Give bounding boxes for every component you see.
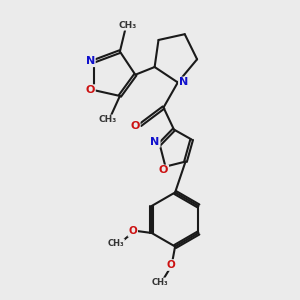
Text: CH₃: CH₃ [98, 116, 116, 124]
Text: N: N [179, 77, 188, 87]
Text: O: O [130, 121, 140, 131]
Text: CH₃: CH₃ [118, 21, 137, 30]
Text: CH₃: CH₃ [152, 278, 169, 287]
Text: CH₃: CH₃ [107, 239, 124, 248]
Text: O: O [85, 85, 95, 95]
Text: O: O [159, 166, 168, 176]
Text: N: N [85, 56, 95, 66]
Text: O: O [128, 226, 137, 236]
Text: N: N [150, 137, 160, 147]
Text: O: O [167, 260, 176, 270]
